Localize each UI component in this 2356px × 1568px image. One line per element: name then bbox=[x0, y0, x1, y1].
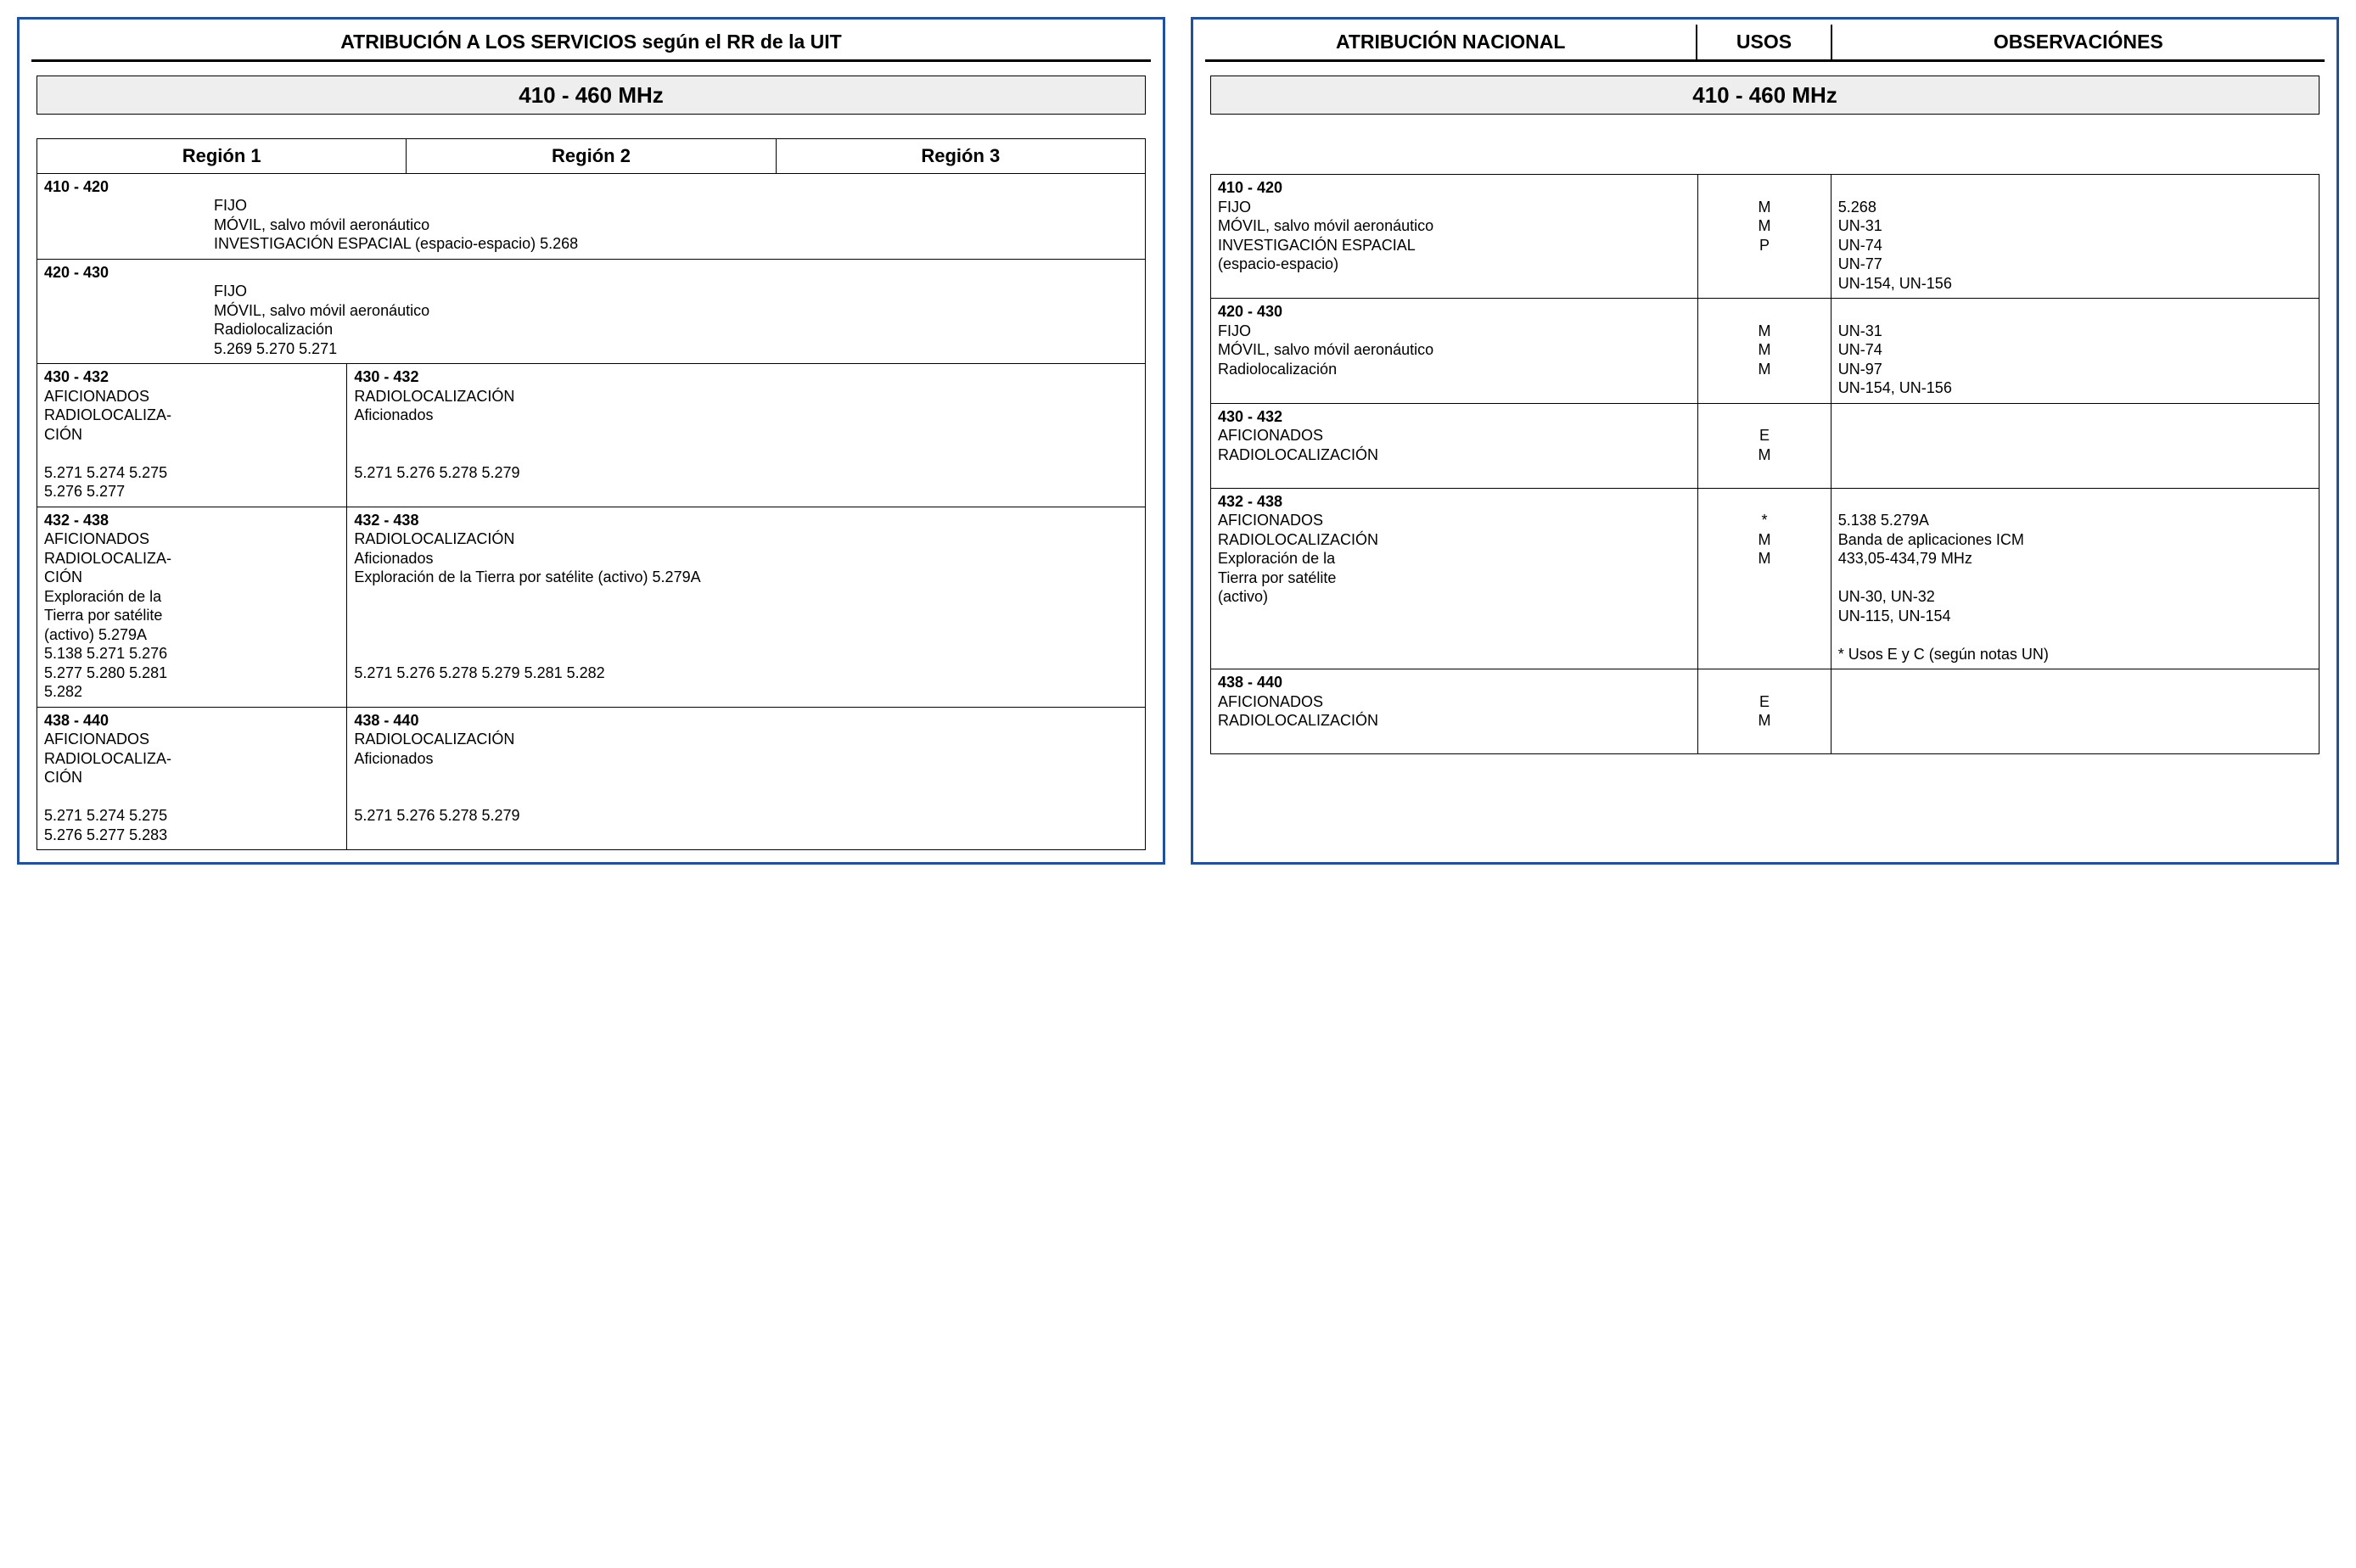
allocation-cell-obs: 5.138 5.279A Banda de aplicaciones ICM 4… bbox=[1832, 489, 2319, 669]
allocation-row: 438 - 440AFICIONADOS RADIOLOCALIZA- CIÓN… bbox=[37, 707, 1145, 850]
allocation-body: AFICIONADOS RADIOLOCALIZA- CIÓN 5.271 5.… bbox=[44, 387, 339, 501]
panel-itu-header: ATRIBUCIÓN A LOS SERVICIOS según el RR d… bbox=[31, 25, 1151, 62]
region-header-row: Región 1 Región 2 Región 3 bbox=[36, 138, 1146, 173]
allocation-rows-right: 410 - 420 FIJO MÓVIL, salvo móvil aeronáu… bbox=[1210, 174, 2320, 754]
allocation-body: FIJO MÓVIL, salvo móvil aeronáutico Radi… bbox=[44, 282, 1138, 358]
allocation-cell-span: 420 - 430FIJO MÓVIL, salvo móvil aeronáu… bbox=[37, 260, 1145, 364]
hdr-atribucion-nacional: ATRIBUCIÓN NACIONAL bbox=[1205, 25, 1697, 59]
allocation-body: AFICIONADOS RADIOLOCALIZACIÓN bbox=[1218, 426, 1691, 464]
allocation-rows-left: 410 - 420FIJO MÓVIL, salvo móvil aeronáu… bbox=[36, 173, 1146, 851]
allocation-body: FIJO MÓVIL, salvo móvil aeronáutico INVE… bbox=[1218, 198, 1691, 274]
allocation-cell-attr: 430 - 432AFICIONADOS RADIOLOCALIZACIÓN bbox=[1211, 404, 1698, 488]
allocation-body: FIJO MÓVIL, salvo móvil aeronáutico INVE… bbox=[44, 196, 1138, 254]
panel-itu: ATRIBUCIÓN A LOS SERVICIOS según el RR d… bbox=[17, 17, 1165, 865]
allocation-row: 420 - 430FIJO MÓVIL, salvo móvil aeronáu… bbox=[37, 259, 1145, 364]
allocation-cell-obs: UN-31 UN-74 UN-97 UN-154, UN-156 bbox=[1832, 299, 2319, 403]
allocation-body: AFICIONADOS RADIOLOCALIZACIÓN Exploració… bbox=[1218, 511, 1691, 607]
freq-range: 420 - 430 bbox=[1218, 303, 1282, 320]
allocation-row: 432 - 438AFICIONADOS RADIOLOCALIZACIÓN E… bbox=[1211, 488, 2319, 669]
allocation-body: RADIOLOCALIZACIÓN Aficionados Exploració… bbox=[354, 529, 1138, 682]
freq-range: 410 - 420 bbox=[44, 177, 1138, 197]
hdr-observaciones: OBSERVACIÓNES bbox=[1832, 25, 2325, 59]
allocation-cell-attr: 420 - 430 FIJO MÓVIL, salvo móvil aeronáu… bbox=[1211, 299, 1698, 403]
freq-range: 432 - 438 bbox=[1218, 493, 1282, 510]
allocation-row: 438 - 440AFICIONADOS RADIOLOCALIZACIÓN E… bbox=[1211, 669, 2319, 753]
allocation-cell-obs: 5.268 UN-31 UN-74 UN-77 UN-154, UN-156 bbox=[1832, 175, 2319, 298]
allocation-cell-r23: 430 - 432 RADIOLOCALIZACIÓN Aficionados … bbox=[347, 364, 1145, 507]
allocation-cell-span: 410 - 420FIJO MÓVIL, salvo móvil aeronáu… bbox=[37, 174, 1145, 259]
panel-national-header: ATRIBUCIÓN NACIONAL USOS OBSERVACIÓNES bbox=[1205, 25, 2325, 62]
allocation-cell-usos: M M P bbox=[1698, 175, 1832, 298]
freq-range: 430 - 432 bbox=[354, 367, 1138, 387]
allocation-body: RADIOLOCALIZACIÓN Aficionados 5.271 5.27… bbox=[354, 387, 1138, 483]
allocation-body: AFICIONADOS RADIOLOCALIZACIÓN bbox=[1218, 692, 1691, 731]
band-title-left: 410 - 460 MHz bbox=[36, 76, 1146, 115]
allocation-cell-obs bbox=[1832, 404, 2319, 488]
allocation-body: FIJO MÓVIL, salvo móvil aeronáutico Radi… bbox=[1218, 322, 1691, 379]
panel-national: ATRIBUCIÓN NACIONAL USOS OBSERVACIÓNES 4… bbox=[1191, 17, 2339, 865]
allocation-cell-r1: 432 - 438AFICIONADOS RADIOLOCALIZA- CIÓN… bbox=[37, 507, 347, 707]
allocation-cell-usos: E M bbox=[1698, 669, 1832, 753]
freq-range: 432 - 438 bbox=[44, 511, 339, 530]
allocation-cell-usos: M M M bbox=[1698, 299, 1832, 403]
region-1-header: Región 1 bbox=[37, 139, 407, 173]
region-3-header: Región 3 bbox=[777, 139, 1145, 173]
allocation-cell-r23: 432 - 438 RADIOLOCALIZACIÓN Aficionados … bbox=[347, 507, 1145, 707]
freq-range: 432 - 438 bbox=[354, 511, 1138, 530]
allocation-row: 420 - 430 FIJO MÓVIL, salvo móvil aeronáu… bbox=[1211, 298, 2319, 403]
band-title-right: 410 - 460 MHz bbox=[1210, 76, 2320, 115]
allocation-cell-attr: 438 - 440AFICIONADOS RADIOLOCALIZACIÓN bbox=[1211, 669, 1698, 753]
allocation-cell-obs bbox=[1832, 669, 2319, 753]
allocation-cell-r1: 438 - 440AFICIONADOS RADIOLOCALIZA- CIÓN… bbox=[37, 708, 347, 850]
allocation-cell-usos: * M M bbox=[1698, 489, 1832, 669]
freq-range: 420 - 430 bbox=[44, 263, 1138, 283]
freq-range: 430 - 432 bbox=[44, 367, 339, 387]
allocation-row: 410 - 420FIJO MÓVIL, salvo móvil aeronáu… bbox=[37, 174, 1145, 259]
region-2-header: Región 2 bbox=[407, 139, 776, 173]
freq-range: 438 - 440 bbox=[354, 711, 1138, 731]
allocation-cell-attr: 432 - 438AFICIONADOS RADIOLOCALIZACIÓN E… bbox=[1211, 489, 1698, 669]
hdr-usos: USOS bbox=[1697, 25, 1832, 59]
page-wrapper: ATRIBUCIÓN A LOS SERVICIOS según el RR d… bbox=[17, 17, 2339, 865]
allocation-row: 430 - 432AFICIONADOS RADIOLOCALIZACIÓN E… bbox=[1211, 403, 2319, 488]
allocation-row: 432 - 438AFICIONADOS RADIOLOCALIZA- CIÓN… bbox=[37, 507, 1145, 707]
freq-range: 438 - 440 bbox=[44, 711, 339, 731]
allocation-body: AFICIONADOS RADIOLOCALIZA- CIÓN 5.271 5.… bbox=[44, 730, 339, 844]
allocation-row: 430 - 432AFICIONADOS RADIOLOCALIZA- CIÓN… bbox=[37, 363, 1145, 507]
freq-range: 430 - 432 bbox=[1218, 408, 1282, 425]
freq-range: 438 - 440 bbox=[1218, 674, 1282, 691]
allocation-cell-attr: 410 - 420 FIJO MÓVIL, salvo móvil aeronáu… bbox=[1211, 175, 1698, 298]
allocation-row: 410 - 420 FIJO MÓVIL, salvo móvil aeronáu… bbox=[1211, 175, 2319, 298]
freq-range: 410 - 420 bbox=[1218, 179, 1282, 196]
panel-itu-title: ATRIBUCIÓN A LOS SERVICIOS según el RR d… bbox=[31, 25, 1151, 59]
allocation-cell-r23: 438 - 440 RADIOLOCALIZACIÓN Aficionados … bbox=[347, 708, 1145, 850]
allocation-cell-r1: 430 - 432AFICIONADOS RADIOLOCALIZA- CIÓN… bbox=[37, 364, 347, 507]
allocation-body: RADIOLOCALIZACIÓN Aficionados 5.271 5.27… bbox=[354, 730, 1138, 826]
allocation-cell-usos: E M bbox=[1698, 404, 1832, 488]
allocation-body: AFICIONADOS RADIOLOCALIZA- CIÓN Explorac… bbox=[44, 529, 339, 702]
